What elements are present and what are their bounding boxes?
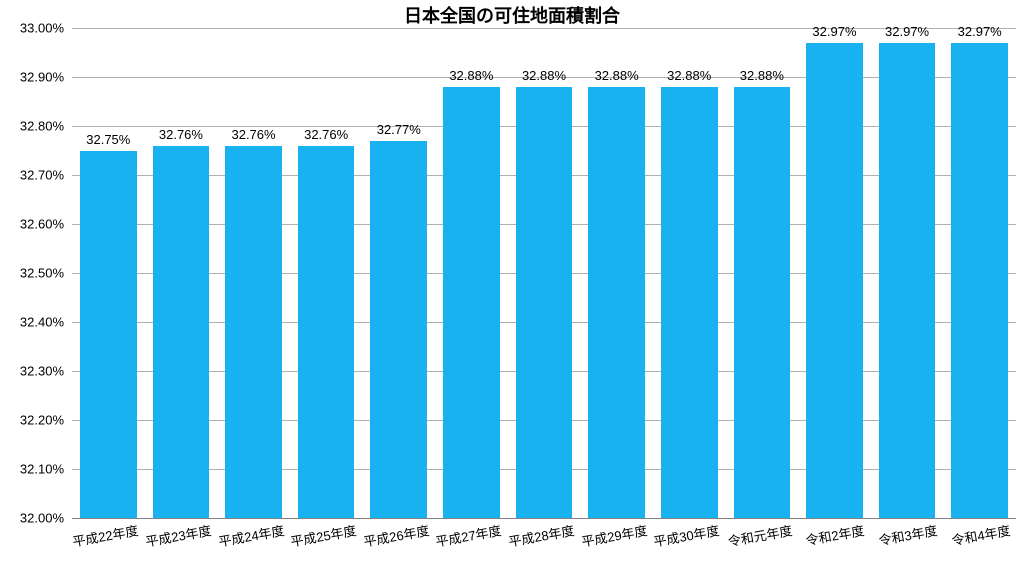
bar-value-label: 32.88% (595, 68, 639, 83)
x-tick-label: 令和元年度 (726, 520, 793, 550)
y-tick-label: 33.00% (0, 21, 64, 36)
bar-value-label: 32.76% (159, 127, 203, 142)
y-tick-label: 32.40% (0, 315, 64, 330)
bar-value-label: 32.88% (449, 68, 493, 83)
y-tick-label: 32.90% (0, 70, 64, 85)
bar-value-label: 32.77% (377, 122, 421, 137)
x-tick-label: 令和3年度 (877, 520, 939, 549)
bar (443, 87, 500, 518)
gridline (72, 518, 1016, 519)
bar-value-label: 32.88% (522, 68, 566, 83)
x-tick-label: 平成29年度 (580, 520, 649, 550)
x-axis-labels: 平成22年度平成23年度平成24年度平成25年度平成26年度平成27年度平成28… (72, 520, 1016, 570)
bar-value-label: 32.88% (740, 68, 784, 83)
x-tick-label: 平成23年度 (144, 520, 213, 550)
gridline (72, 28, 1016, 29)
y-tick-label: 32.60% (0, 217, 64, 232)
y-tick-label: 32.20% (0, 413, 64, 428)
x-tick-label: 平成26年度 (362, 520, 431, 550)
y-tick-label: 32.30% (0, 364, 64, 379)
bar-value-label: 32.76% (231, 127, 275, 142)
bar (370, 141, 427, 518)
x-tick-label: 平成27年度 (434, 520, 503, 550)
x-tick-label: 平成24年度 (216, 520, 285, 550)
x-tick-label: 平成28年度 (507, 520, 576, 550)
bar-chart: 日本全国の可住地面積割合 32.75%32.76%32.76%32.76%32.… (0, 0, 1024, 573)
bar (516, 87, 573, 518)
bar (806, 43, 863, 518)
y-tick-label: 32.80% (0, 119, 64, 134)
x-tick-label: 令和4年度 (950, 520, 1012, 549)
bar (879, 43, 936, 518)
bar (588, 87, 645, 518)
bar (298, 146, 355, 518)
bar (153, 146, 210, 518)
x-tick-label: 平成30年度 (652, 520, 721, 550)
bar-value-label: 32.97% (885, 24, 929, 39)
bar (951, 43, 1008, 518)
y-tick-label: 32.50% (0, 266, 64, 281)
x-tick-label: 平成25年度 (289, 520, 358, 550)
y-tick-label: 32.10% (0, 462, 64, 477)
bar-value-label: 32.76% (304, 127, 348, 142)
bar (734, 87, 791, 518)
bar-value-label: 32.97% (812, 24, 856, 39)
plot-area: 32.75% 32.76% 32.76% 32.76% 32.77% 32.88% 32.8… (72, 28, 1016, 518)
bar (225, 146, 282, 518)
bar-value-label: 32.97% (958, 24, 1002, 39)
x-tick-label: 令和2年度 (804, 520, 866, 549)
chart-title: 日本全国の可住地面積割合 (0, 2, 1024, 28)
y-tick-label: 32.00% (0, 511, 64, 526)
bar-value-label: 32.88% (667, 68, 711, 83)
y-tick-label: 32.70% (0, 168, 64, 183)
bar (661, 87, 718, 518)
x-tick-label: 平成22年度 (71, 520, 140, 550)
bar (80, 151, 137, 519)
bar-value-label: 32.75% (86, 132, 130, 147)
